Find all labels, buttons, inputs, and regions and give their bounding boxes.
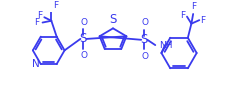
Text: F: F [34,18,39,27]
Text: F: F [199,16,204,25]
Text: O: O [80,51,87,60]
Text: F: F [179,11,184,20]
Text: NH: NH [158,41,171,50]
Text: O: O [80,18,87,27]
Text: S: S [109,13,116,26]
Text: S: S [140,33,147,46]
Text: O: O [141,52,148,61]
Text: S: S [79,32,86,45]
Text: O: O [141,18,148,27]
Text: F: F [191,2,196,11]
Text: F: F [53,1,58,10]
Text: F: F [37,11,42,20]
Text: N: N [32,59,40,69]
